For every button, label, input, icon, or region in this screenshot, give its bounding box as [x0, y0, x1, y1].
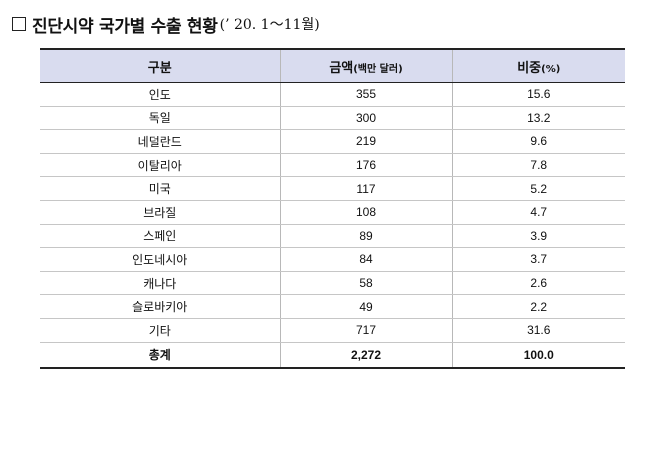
- table-row: 스페인 89 3.9: [40, 224, 625, 249]
- table-header-row: 구분 금액(백만 달러) 비중(%): [40, 48, 625, 83]
- cell-country: 인도: [40, 82, 281, 107]
- cell-share: 4.7: [451, 200, 625, 225]
- cell-amount: 355: [279, 82, 453, 107]
- cell-amount: 108: [279, 200, 453, 225]
- table-row: 기타 717 31.6: [40, 318, 625, 343]
- table-row: 브라질 108 4.7: [40, 200, 625, 225]
- cell-share: 2.2: [451, 294, 625, 319]
- table-row: 인도네시아 84 3.7: [40, 247, 625, 272]
- title-main-text: 진단시약 국가별 수출 현황: [32, 16, 218, 37]
- cell-amount: 89: [279, 224, 453, 249]
- cell-share: 13.2: [451, 106, 625, 131]
- cell-country: 이탈리아: [40, 153, 281, 178]
- cell-amount: 49: [279, 294, 453, 319]
- cell-share: 3.7: [451, 247, 625, 272]
- cell-country: 인도네시아: [40, 247, 281, 272]
- title-period-text: (’ 20. 1～11월): [219, 17, 320, 33]
- cell-amount: 219: [279, 129, 453, 154]
- total-amount: 2,272: [279, 341, 453, 369]
- checkbox-square-icon: [12, 17, 26, 31]
- table-row: 슬로바키아 49 2.2: [40, 294, 625, 319]
- cell-share: 2.6: [451, 271, 625, 296]
- header-amount: 금액(백만 달러): [279, 48, 453, 83]
- table-row: 이탈리아 176 7.8: [40, 153, 625, 178]
- header-amount-unit: (백만 달러): [353, 63, 403, 75]
- cell-share: 9.6: [451, 129, 625, 154]
- cell-share: 5.2: [451, 176, 625, 201]
- cell-amount: 717: [279, 318, 453, 343]
- cell-country: 기타: [40, 318, 281, 343]
- header-share: 비중(%): [451, 48, 625, 83]
- cell-amount: 117: [279, 176, 453, 201]
- table-row: 독일 300 13.2: [40, 106, 625, 131]
- table-row: 캐나다 58 2.6: [40, 271, 625, 296]
- cell-share: 7.8: [451, 153, 625, 178]
- cell-amount: 58: [279, 271, 453, 296]
- document-title: 진단시약 국가별 수출 현황 (’ 20. 1～11월): [12, 12, 320, 37]
- cell-country: 미국: [40, 176, 281, 201]
- table-row: 네덜란드 219 9.6: [40, 129, 625, 154]
- total-label: 총계: [40, 341, 281, 369]
- total-share: 100.0: [451, 341, 625, 369]
- cell-amount: 84: [279, 247, 453, 272]
- cell-country: 네덜란드: [40, 129, 281, 154]
- table-row: 인도 355 15.6: [40, 82, 625, 107]
- total-row: 총계 2,272 100.0: [40, 341, 625, 369]
- cell-amount: 176: [279, 153, 453, 178]
- cell-share: 31.6: [451, 318, 625, 343]
- cell-share: 15.6: [451, 82, 625, 107]
- cell-country: 독일: [40, 106, 281, 131]
- cell-country: 스페인: [40, 224, 281, 249]
- header-share-unit: (%): [541, 63, 561, 75]
- cell-amount: 300: [279, 106, 453, 131]
- cell-country: 브라질: [40, 200, 281, 225]
- export-table: 구분 금액(백만 달러) 비중(%) 인도 355 15.6 독일 300 13.2 네…: [40, 48, 625, 369]
- table-row: 미국 117 5.2: [40, 176, 625, 201]
- cell-share: 3.9: [451, 224, 625, 249]
- cell-country: 슬로바키아: [40, 294, 281, 319]
- cell-country: 캐나다: [40, 271, 281, 296]
- header-category: 구분: [40, 48, 281, 83]
